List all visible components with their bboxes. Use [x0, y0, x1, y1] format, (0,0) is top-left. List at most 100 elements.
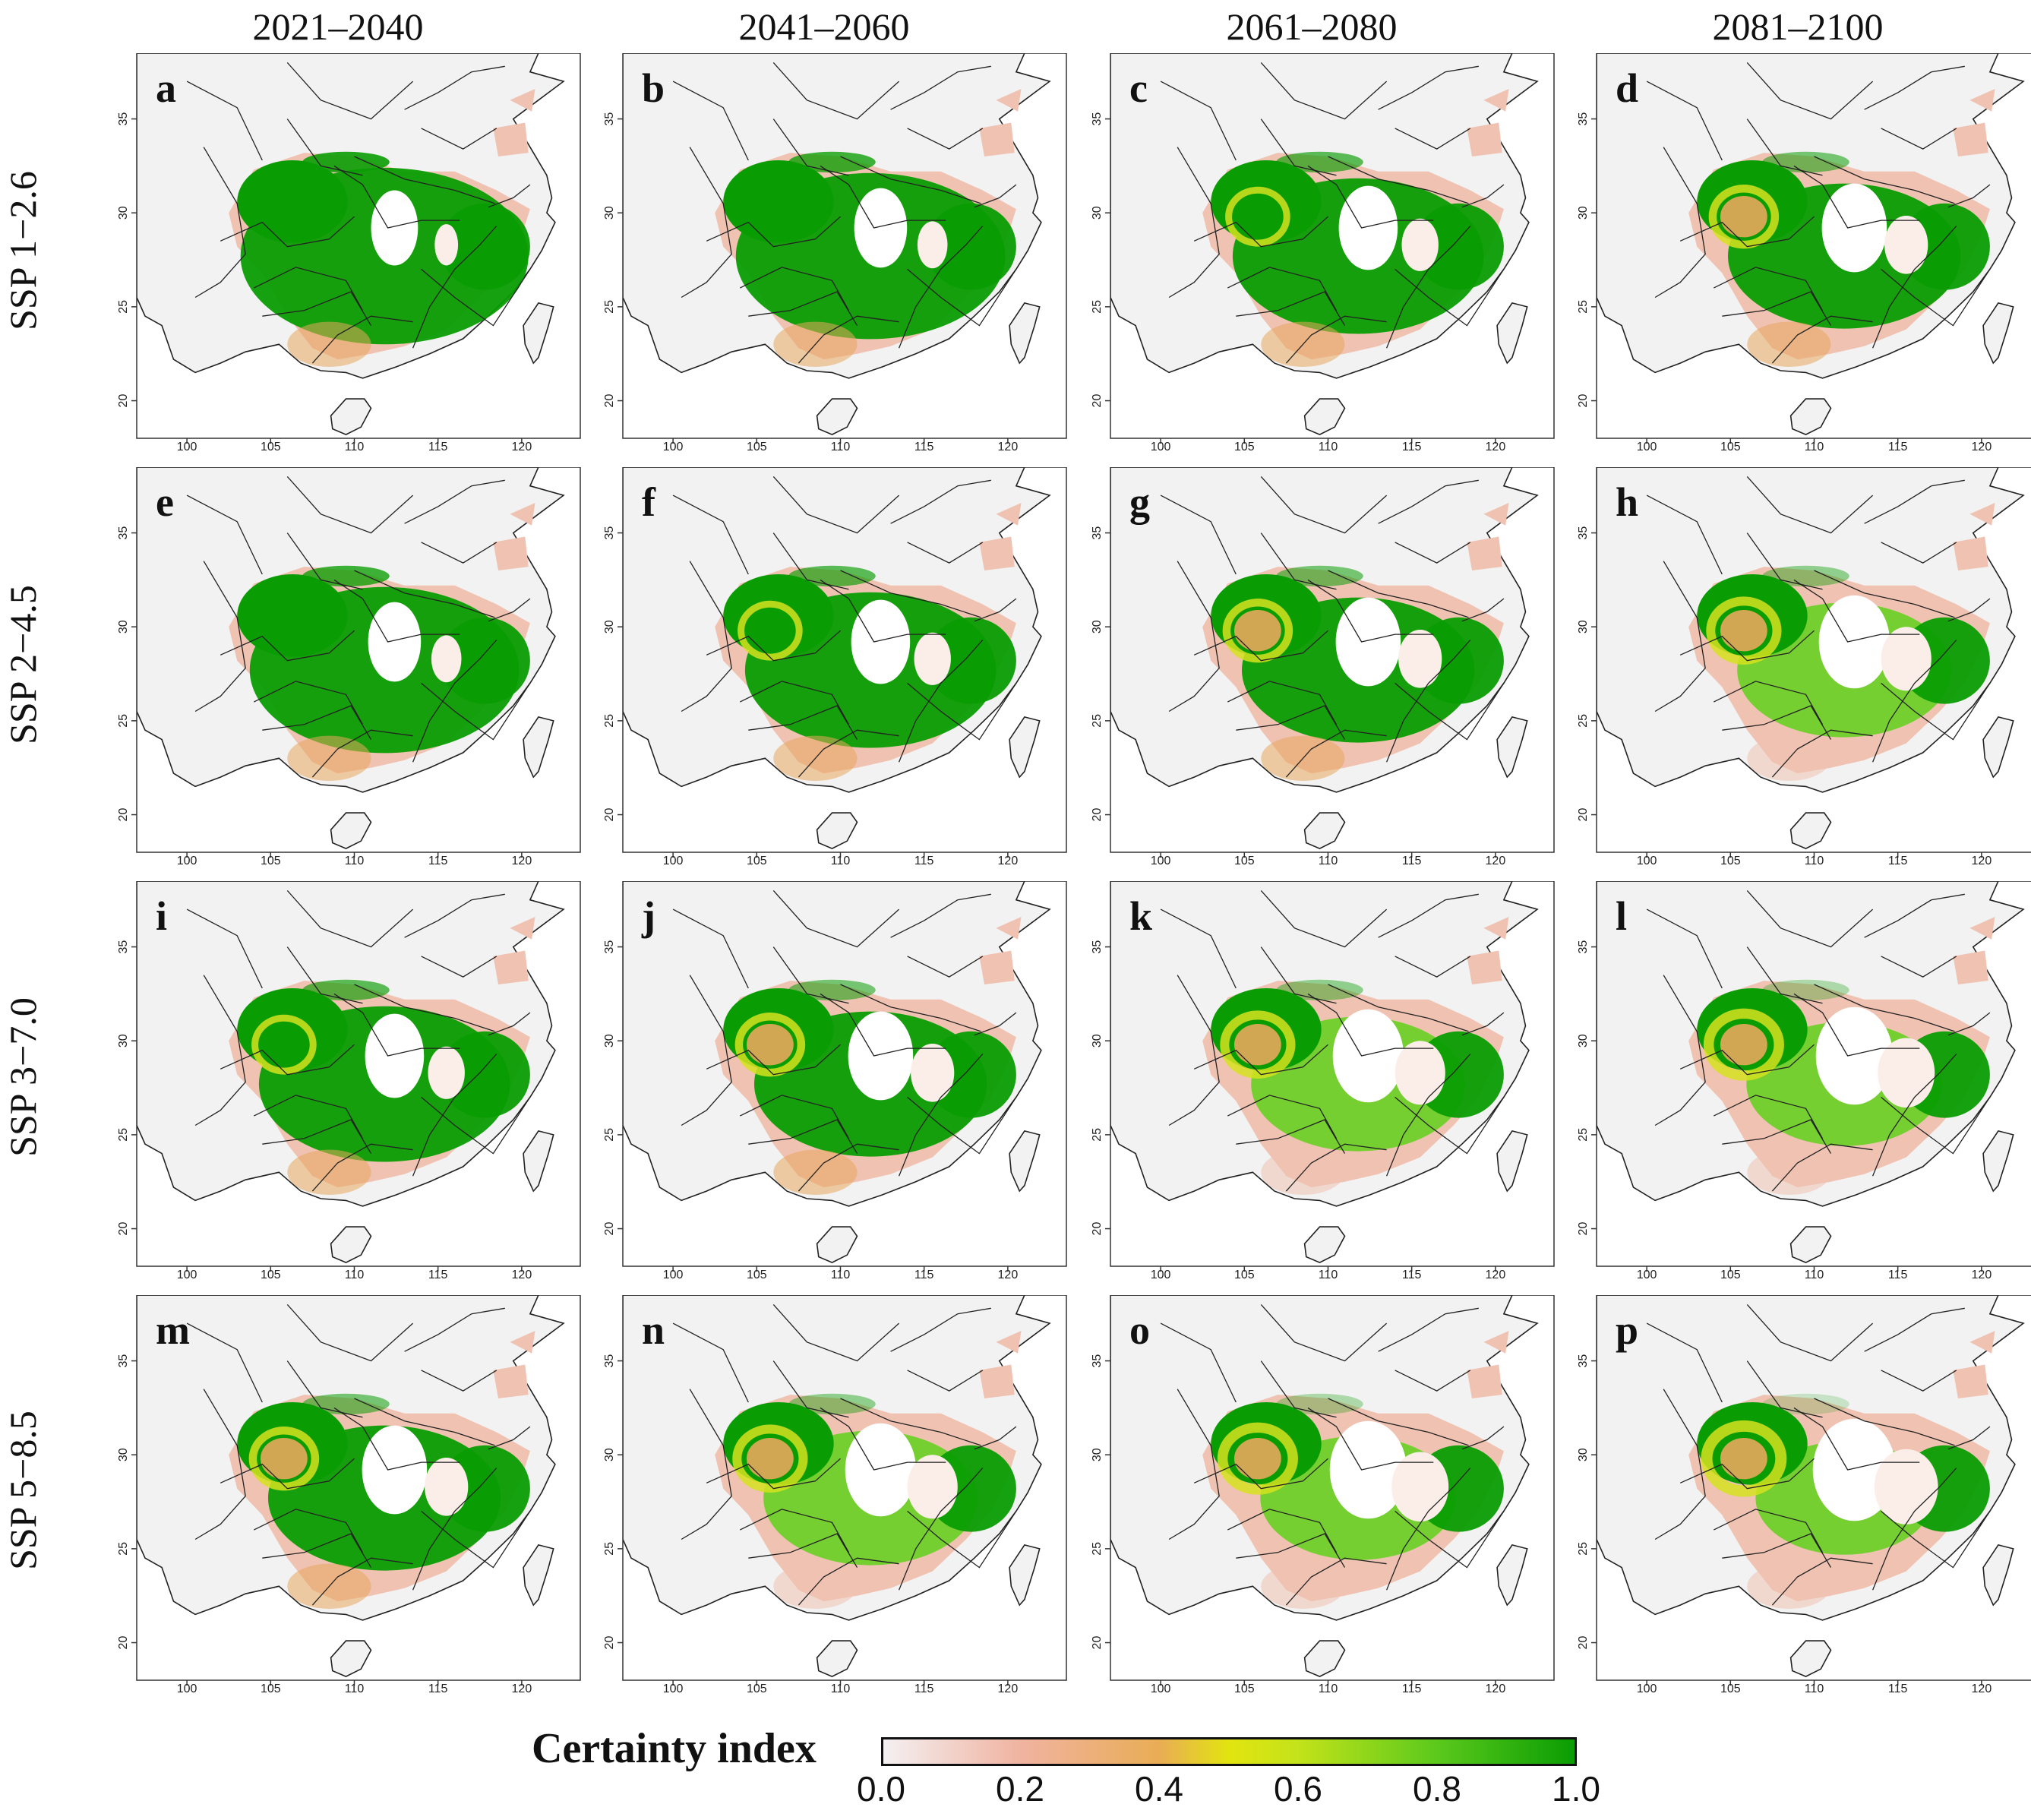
taiwan-island	[1009, 1544, 1041, 1607]
province-border	[1746, 532, 1823, 590]
province-border	[1881, 682, 1991, 741]
province-border	[286, 118, 363, 176]
province-border	[186, 908, 263, 989]
x-tick-label: 110	[1319, 1269, 1338, 1280]
province-border	[1307, 993, 1434, 1057]
y-tick-label: 35	[1091, 526, 1104, 540]
province-border	[1260, 532, 1337, 590]
suitability-area-low	[1969, 503, 1995, 526]
province-border	[1193, 216, 1328, 248]
province-border	[1461, 184, 1505, 208]
province-border	[1881, 1510, 1991, 1569]
unsuitable-area	[914, 632, 951, 685]
x-tick-label: 120	[998, 1683, 1019, 1694]
map-panel-b: 100 105 110 115 120 20 25 30 35 b	[600, 53, 1067, 452]
y-tick-label: 20	[1577, 1636, 1590, 1650]
suitability-area-low	[1953, 950, 1988, 984]
province-border	[1679, 1044, 1815, 1076]
plot-frame	[1596, 53, 2031, 439]
suitability-area-high	[788, 151, 876, 172]
map-svg-p: 100 105 110 115 120 20 25 30 35 p	[1577, 1295, 2031, 1694]
suitability-area-high	[723, 574, 834, 657]
x-tick-label: 110	[831, 1683, 851, 1694]
y-tick-label: 30	[1091, 1448, 1104, 1461]
panel-letter: h	[1616, 479, 1638, 525]
suitability-area-high	[1276, 979, 1363, 1000]
y-tick-label: 30	[1091, 1034, 1104, 1047]
suitability-area-low	[1467, 1364, 1502, 1398]
x-tick-label: 110	[1319, 855, 1338, 866]
province-border	[1714, 681, 1824, 725]
province-border	[1746, 889, 1874, 948]
taiwan-island	[1009, 716, 1041, 779]
province-border	[1328, 156, 1469, 204]
suitability-area-low	[1969, 89, 1995, 112]
unsuitable-area	[428, 1046, 465, 1099]
plot-frame	[1110, 53, 1555, 439]
x-tick-label: 120	[998, 1269, 1019, 1280]
suitability-area-low	[996, 917, 1022, 940]
row-label-3: SSP 3−7.0	[2, 997, 44, 1157]
province-border	[186, 1322, 263, 1403]
panel-letter: e	[156, 479, 174, 525]
y-tick-label: 25	[1091, 300, 1104, 314]
unsuitable-area	[907, 1455, 958, 1519]
suitability-area-low	[1483, 503, 1509, 526]
row-label-1: SSP 1−2.6	[2, 171, 44, 330]
map-panel-m: 100 105 110 115 120 20 25 30 35 m	[114, 1295, 581, 1694]
x-tick-label: 100	[1151, 855, 1171, 866]
map-panel-a: 100 105 110 115 120 20 25 30 35 a	[114, 53, 581, 452]
province-border	[672, 494, 749, 575]
province-border	[1722, 705, 1832, 740]
province-border	[772, 946, 849, 1004]
y-tick-label: 25	[117, 300, 130, 314]
hainan-island	[330, 1640, 372, 1677]
province-border	[333, 1407, 460, 1471]
suitability-area-low	[493, 122, 529, 156]
province-border	[1307, 165, 1434, 229]
plot-frame	[1110, 881, 1555, 1267]
legend-colorbar	[881, 1737, 1577, 1766]
province-border	[1746, 118, 1823, 176]
map-svg-e: 100 105 110 115 120 20 25 30 35 e	[117, 467, 581, 866]
province-border	[1395, 682, 1505, 741]
panel-letter: a	[156, 65, 176, 111]
province-border	[898, 226, 984, 349]
province-border	[1793, 579, 1920, 643]
province-border	[1168, 147, 1220, 299]
suitability-area-low	[1953, 1364, 1988, 1398]
province-border	[974, 598, 1017, 622]
province-border	[1260, 62, 1388, 120]
y-tick-label: 20	[603, 1636, 616, 1650]
x-tick-label: 105	[261, 855, 281, 866]
suitability-area-mid	[1701, 1420, 1787, 1497]
province-border	[772, 532, 849, 590]
province-border	[820, 1407, 946, 1471]
suitability-area-mid	[1720, 1438, 1767, 1480]
y-tick-label: 35	[1091, 1354, 1104, 1368]
y-tick-label: 20	[603, 394, 616, 408]
x-tick-label: 115	[1402, 1683, 1422, 1694]
province-border	[1947, 1012, 1991, 1036]
suitability-area-low	[1483, 917, 1509, 940]
hainan-island	[816, 1640, 858, 1677]
unsuitable-area	[851, 599, 911, 684]
x-tick-label: 105	[1720, 441, 1741, 452]
province-border	[1236, 1119, 1346, 1154]
province-border	[907, 956, 984, 978]
province-border	[1160, 1322, 1237, 1403]
province-border	[1260, 118, 1337, 176]
x-tick-label: 115	[1402, 1269, 1422, 1280]
taiwan-island	[1982, 1130, 2014, 1193]
panel-letter: c	[1129, 65, 1148, 111]
province-border	[1395, 542, 1471, 564]
hainan-island	[1789, 812, 1832, 849]
suitability-area-high	[439, 1031, 530, 1118]
province-border	[488, 598, 531, 622]
x-tick-label: 105	[1720, 855, 1741, 866]
province-border	[706, 216, 841, 248]
map-svg-i: 100 105 110 115 120 20 25 30 35 i	[117, 881, 581, 1280]
province-border	[772, 62, 900, 120]
province-border	[194, 561, 246, 713]
province-border	[1646, 81, 1723, 161]
